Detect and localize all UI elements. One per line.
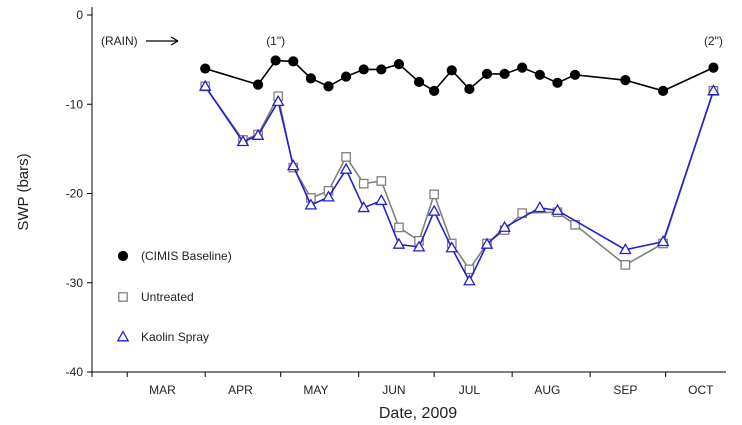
data-point [394,222,404,233]
data-point [288,56,299,67]
data-point [658,85,669,96]
data-point [619,243,632,255]
y-tick-label: 0 [76,8,83,22]
data-point [534,69,545,80]
data-point [499,68,510,80]
data-point [464,83,475,95]
series-untreated [200,81,719,275]
data-point [708,62,719,73]
data-point [252,79,264,90]
data-point [569,69,581,80]
y-axis-label: SWP (bars) [15,153,32,230]
data-point [376,176,387,186]
x-axis-label: Date, 2009 [379,405,457,422]
legend-label: Kaolin Spray [141,330,209,344]
data-point [446,65,457,76]
data-point [270,55,281,66]
data-point [341,152,351,162]
data-point [429,85,440,96]
x-tick-label: MAY [303,383,328,397]
rain-annotation: (RAIN) [101,34,138,48]
data-point [707,84,720,96]
data-point [393,58,405,70]
data-point [357,201,371,213]
data-point [358,178,369,189]
x-tick-label: SEP [613,383,637,397]
data-point [305,73,316,84]
legend: (CIMIS Baseline) Untreated Kaolin Spray [116,249,232,344]
data-point [464,264,475,275]
rainfall-annotation: (2") [704,34,723,48]
legend-marker [117,250,129,262]
x-tick-label: APR [228,383,253,397]
data-point [322,190,335,202]
data-point [358,64,369,75]
rain-arrow-head [170,36,179,46]
data-point [517,62,528,73]
legend-marker [118,292,128,302]
data-point [375,193,388,206]
data-point [286,159,300,171]
data-point [427,204,441,216]
data-point [480,237,494,249]
data-point [620,75,631,86]
x-tick-label: JUL [459,383,481,397]
rainfall-annotation: (1") [266,34,285,48]
data-point [463,274,476,286]
x-tick-label: OCT [688,383,714,397]
data-point [323,81,334,92]
legend-label: Untreated [141,290,194,304]
data-point [429,189,440,200]
data-point [498,220,511,232]
y-tick-label: -40 [66,365,84,379]
data-point [392,237,406,249]
legend-marker [116,330,130,342]
data-point [552,77,563,88]
data-point [620,260,631,270]
data-point [339,162,353,174]
x-tick-label: JUN [382,383,405,397]
series-kaolin-spray [198,79,720,286]
series-line [204,59,714,92]
y-tick-label: -20 [66,187,84,201]
x-tick-label: MAR [149,383,176,397]
annotations: (RAIN) (1") (2") [101,34,723,48]
data-point [533,201,547,213]
series-layer [198,55,720,286]
series-cimis-baseline [200,55,719,96]
data-point [445,241,459,253]
data-point [236,135,250,147]
data-point [481,68,493,80]
data-point [198,79,212,91]
y-axis-ticks: 0 -10 -20 -30 -40 [66,8,92,379]
data-point [656,234,670,247]
legend-label: (CIMIS Baseline) [141,249,232,263]
data-point [251,128,265,140]
data-point [551,203,564,215]
series-line [204,85,715,283]
x-tick-label: AUG [534,383,560,397]
x-axis-ticks: MAR APR MAY JUN JUL AUG SEP OCT [91,372,714,397]
data-point [341,71,352,82]
data-point [271,94,285,107]
data-point [304,198,318,210]
data-point [412,240,426,252]
data-point [200,63,211,74]
y-tick-label: -10 [66,97,84,111]
y-tick-label: -30 [66,276,84,290]
plot-frame [91,7,726,373]
data-point [413,76,425,88]
data-point [376,64,387,75]
